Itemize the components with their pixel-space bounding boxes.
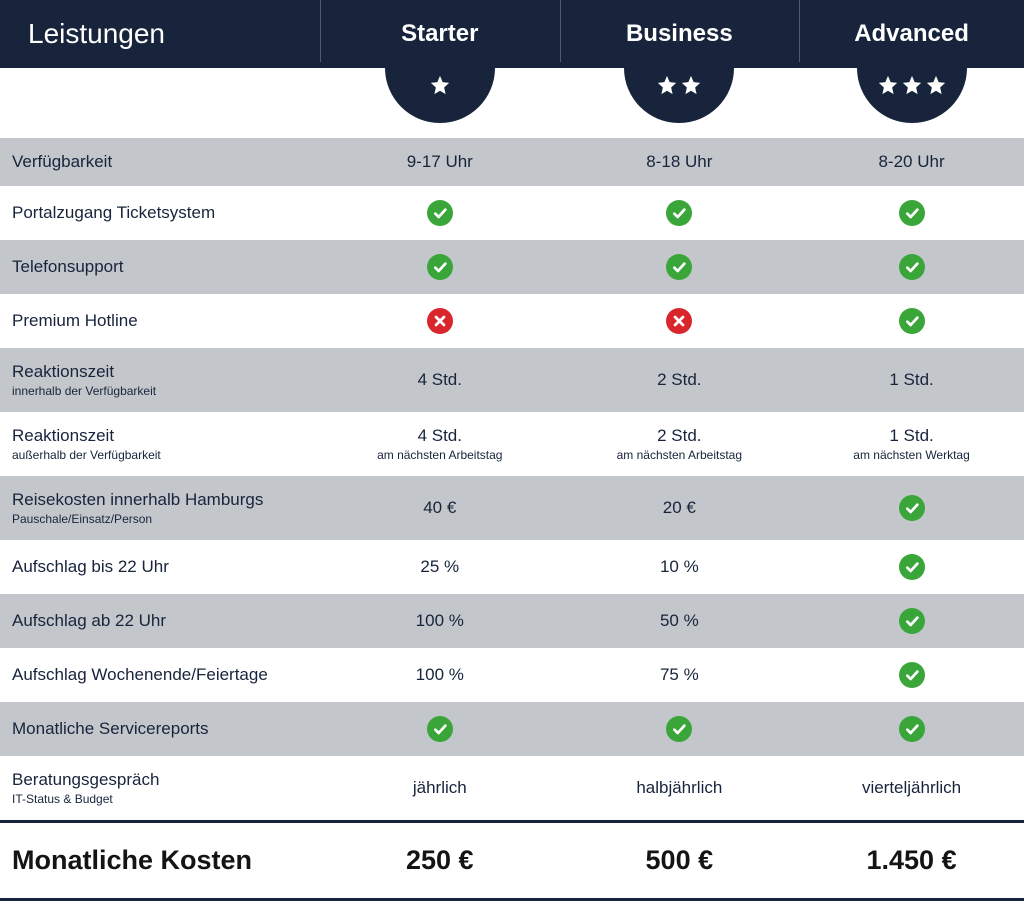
check-icon bbox=[899, 716, 925, 742]
feature-label: Reaktionszeitinnerhalb der Verfügbarkeit bbox=[0, 348, 320, 412]
feature-cell: 1 Std. bbox=[799, 348, 1024, 412]
table-row: Reisekosten innerhalb HamburgsPauschale/… bbox=[0, 476, 1024, 540]
check-icon bbox=[666, 716, 692, 742]
feature-cell: vierteljährlich bbox=[799, 756, 1024, 822]
feature-cell bbox=[799, 594, 1024, 648]
feature-cell: 20 € bbox=[560, 476, 800, 540]
feature-label: Monatliche Servicereports bbox=[0, 702, 320, 756]
check-icon bbox=[666, 200, 692, 226]
feature-label: Reisekosten innerhalb HamburgsPauschale/… bbox=[0, 476, 320, 540]
star-icon bbox=[901, 74, 923, 96]
feature-cell: 4 Std.am nächsten Arbeitstag bbox=[320, 412, 560, 476]
star-icon bbox=[680, 74, 702, 96]
feature-cell bbox=[320, 294, 560, 348]
feature-cell: 8-18 Uhr bbox=[560, 138, 800, 186]
check-icon bbox=[427, 716, 453, 742]
feature-cell: 10 % bbox=[560, 540, 800, 594]
table-row: Reaktionszeitaußerhalb der Verfügbarkeit… bbox=[0, 412, 1024, 476]
feature-cell bbox=[560, 240, 800, 294]
badge-business bbox=[560, 68, 800, 138]
footer-label: Monatliche Kosten bbox=[0, 822, 320, 900]
check-icon bbox=[899, 200, 925, 226]
check-icon bbox=[899, 554, 925, 580]
plan-header-business: Business bbox=[560, 0, 800, 68]
feature-cell bbox=[320, 240, 560, 294]
feature-label: Telefonsupport bbox=[0, 240, 320, 294]
table-row: BeratungsgesprächIT-Status & Budgetjährl… bbox=[0, 756, 1024, 822]
table-header: Leistungen Starter Business Advanced bbox=[0, 0, 1024, 68]
feature-cell: 9-17 Uhr bbox=[320, 138, 560, 186]
feature-label: Portalzugang Ticketsystem bbox=[0, 186, 320, 240]
pricing-table: Leistungen Starter Business Advanced Ver… bbox=[0, 0, 1024, 901]
check-icon bbox=[899, 495, 925, 521]
check-icon bbox=[899, 308, 925, 334]
star-icon bbox=[429, 74, 451, 96]
feature-cell: jährlich bbox=[320, 756, 560, 822]
check-icon bbox=[427, 254, 453, 280]
star-badge-row bbox=[0, 68, 1024, 138]
feature-label: Aufschlag bis 22 Uhr bbox=[0, 540, 320, 594]
check-icon bbox=[899, 254, 925, 280]
feature-cell: 50 % bbox=[560, 594, 800, 648]
plan-header-advanced: Advanced bbox=[799, 0, 1024, 68]
table-row: Aufschlag ab 22 Uhr100 %50 % bbox=[0, 594, 1024, 648]
check-icon bbox=[427, 200, 453, 226]
star-icon bbox=[656, 74, 678, 96]
feature-cell bbox=[799, 294, 1024, 348]
cross-icon bbox=[666, 308, 692, 334]
feature-label: BeratungsgesprächIT-Status & Budget bbox=[0, 756, 320, 822]
star-icon bbox=[925, 74, 947, 96]
feature-label: Aufschlag ab 22 Uhr bbox=[0, 594, 320, 648]
plan-header-starter: Starter bbox=[320, 0, 560, 68]
feature-cell: 4 Std. bbox=[320, 348, 560, 412]
table-row: Aufschlag Wochenende/Feiertage100 %75 % bbox=[0, 648, 1024, 702]
features-header: Leistungen bbox=[0, 0, 320, 68]
check-icon bbox=[666, 254, 692, 280]
feature-cell bbox=[799, 540, 1024, 594]
feature-label: Verfügbarkeit bbox=[0, 138, 320, 186]
feature-cell: 75 % bbox=[560, 648, 800, 702]
cross-icon bbox=[427, 308, 453, 334]
feature-label: Aufschlag Wochenende/Feiertage bbox=[0, 648, 320, 702]
table-row: Reaktionszeitinnerhalb der Verfügbarkeit… bbox=[0, 348, 1024, 412]
badge-starter bbox=[320, 68, 560, 138]
feature-cell bbox=[320, 702, 560, 756]
feature-cell: 1 Std.am nächsten Werktag bbox=[799, 412, 1024, 476]
feature-cell bbox=[799, 240, 1024, 294]
feature-cell bbox=[560, 186, 800, 240]
feature-cell: 2 Std.am nächsten Arbeitstag bbox=[560, 412, 800, 476]
feature-cell bbox=[560, 294, 800, 348]
table-row: Verfügbarkeit9-17 Uhr8-18 Uhr8-20 Uhr bbox=[0, 138, 1024, 186]
feature-label: Reaktionszeitaußerhalb der Verfügbarkeit bbox=[0, 412, 320, 476]
feature-cell bbox=[560, 702, 800, 756]
table-row: Telefonsupport bbox=[0, 240, 1024, 294]
star-icon bbox=[877, 74, 899, 96]
feature-label: Premium Hotline bbox=[0, 294, 320, 348]
feature-cell: 2 Std. bbox=[560, 348, 800, 412]
price-advanced: 1.450 € bbox=[799, 822, 1024, 900]
feature-cell bbox=[799, 702, 1024, 756]
feature-cell bbox=[799, 186, 1024, 240]
feature-cell: 8-20 Uhr bbox=[799, 138, 1024, 186]
check-icon bbox=[899, 608, 925, 634]
table-row: Monatliche Servicereports bbox=[0, 702, 1024, 756]
table-row: Premium Hotline bbox=[0, 294, 1024, 348]
table-row: Portalzugang Ticketsystem bbox=[0, 186, 1024, 240]
table-row: Aufschlag bis 22 Uhr25 %10 % bbox=[0, 540, 1024, 594]
feature-cell: 100 % bbox=[320, 594, 560, 648]
badge-advanced bbox=[799, 68, 1024, 138]
feature-cell: halbjährlich bbox=[560, 756, 800, 822]
price-business: 500 € bbox=[560, 822, 800, 900]
feature-cell bbox=[799, 648, 1024, 702]
footer-row: Monatliche Kosten 250 € 500 € 1.450 € bbox=[0, 822, 1024, 900]
feature-cell bbox=[799, 476, 1024, 540]
check-icon bbox=[899, 662, 925, 688]
price-starter: 250 € bbox=[320, 822, 560, 900]
feature-cell: 25 % bbox=[320, 540, 560, 594]
feature-cell: 40 € bbox=[320, 476, 560, 540]
feature-cell: 100 % bbox=[320, 648, 560, 702]
feature-cell bbox=[320, 186, 560, 240]
